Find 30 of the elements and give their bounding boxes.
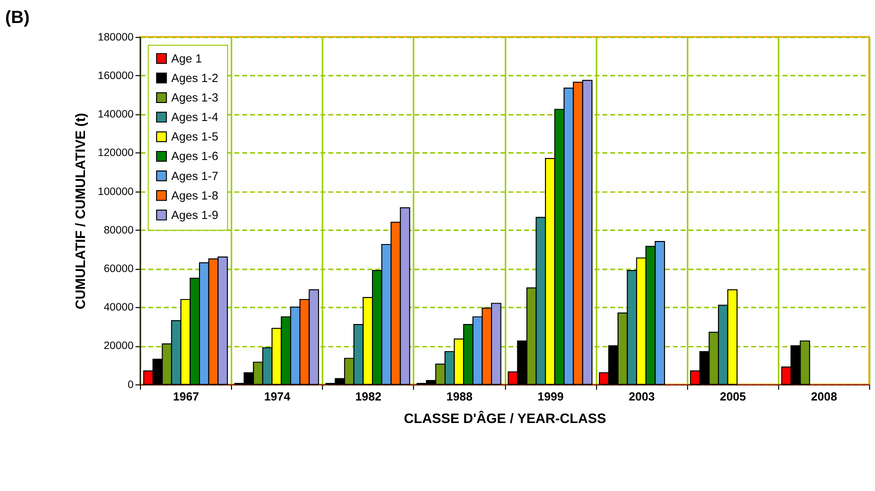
y-tick-label: 20000 xyxy=(104,340,134,352)
legend-label: Ages 1-3 xyxy=(171,92,219,105)
x-axis-title: CLASSE D'ÂGE / YEAR-CLASS xyxy=(404,410,606,426)
y-tick-label: 180000 xyxy=(98,31,134,44)
y-tick-label: 60000 xyxy=(104,262,134,275)
y-tick-label: 160000 xyxy=(98,70,134,82)
y-axis-title: CUMULATIF / CUMULATIVE (t) xyxy=(72,112,88,310)
x-tick-label: 2005 xyxy=(720,390,746,404)
x-tick-label: 1988 xyxy=(446,390,473,404)
x-tick-label: 1967 xyxy=(172,390,200,404)
x-tick-label: 2003 xyxy=(628,390,656,404)
legend-label: Ages 1-4 xyxy=(171,111,219,124)
y-tick-label: 120000 xyxy=(98,147,134,160)
y-tick-label: 0 xyxy=(128,378,134,391)
y-tick-label: 80000 xyxy=(104,224,134,236)
legend-label: Ages 1-5 xyxy=(171,130,219,144)
x-tick-label: 1974 xyxy=(264,390,291,404)
legend-label: Ages 1-9 xyxy=(171,208,218,222)
chart-title: (B) xyxy=(5,7,30,28)
legend-label: Ages 1-8 xyxy=(171,189,219,202)
legend-label: Ages 1-2 xyxy=(171,72,218,85)
y-tick-label: 100000 xyxy=(98,186,134,198)
y-tick-label: 140000 xyxy=(98,108,134,121)
x-tick-label: 1982 xyxy=(355,390,382,404)
legend-label: Ages 1-6 xyxy=(171,150,219,164)
legend-label: Age 1 xyxy=(171,52,202,66)
legend-label: Ages 1-7 xyxy=(171,170,218,183)
x-tick-label: 1999 xyxy=(538,390,564,404)
x-tick-label: 2008 xyxy=(810,390,838,404)
y-tick-label: 40000 xyxy=(104,302,134,314)
